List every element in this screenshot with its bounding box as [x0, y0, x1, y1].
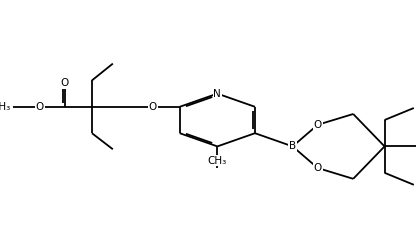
Text: B: B — [289, 141, 296, 151]
Text: N: N — [214, 89, 221, 99]
Text: O: O — [36, 102, 44, 112]
Text: O: O — [148, 102, 157, 112]
Text: CH₃: CH₃ — [208, 156, 227, 166]
Text: CH₃: CH₃ — [0, 102, 10, 112]
Text: O: O — [314, 120, 322, 130]
Text: O: O — [314, 163, 322, 173]
Text: O: O — [61, 78, 69, 88]
